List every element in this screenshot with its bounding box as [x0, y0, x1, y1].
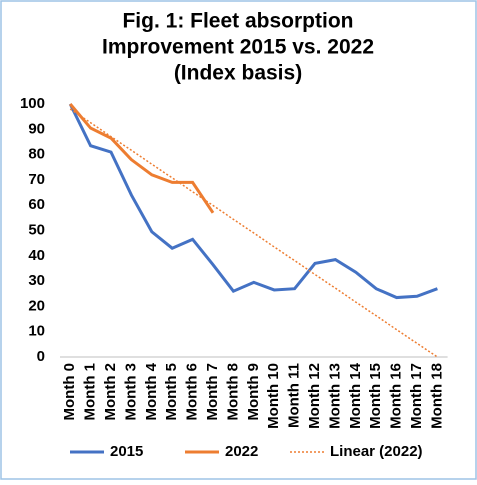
- y-tick-label: 10: [28, 323, 45, 340]
- y-tick-label: 60: [28, 196, 45, 213]
- x-tick-label: Month 13: [326, 363, 343, 429]
- legend-label: Linear (2022): [330, 443, 423, 460]
- legend-label: 2022: [225, 443, 258, 460]
- y-tick-label: 100: [20, 95, 45, 112]
- chart-title: Improvement 2015 vs. 2022: [102, 36, 374, 59]
- y-tick-label: 0: [37, 348, 45, 365]
- x-tick-label: Month 16: [388, 363, 405, 429]
- x-tick-label: Month 15: [367, 363, 384, 429]
- x-tick-label: Month 9: [245, 363, 262, 421]
- y-tick-label: 50: [28, 221, 45, 238]
- y-tick-label: 40: [28, 247, 45, 264]
- x-tick-label: Month 10: [265, 363, 282, 429]
- x-tick-label: Month 1: [82, 363, 99, 421]
- series-line: [68, 103, 438, 300]
- x-tick-label: Month 2: [102, 363, 119, 421]
- chart-title: (Index basis): [174, 62, 302, 85]
- x-tick-label: Month 17: [408, 363, 425, 429]
- x-tick-label: Month 8: [224, 363, 241, 421]
- x-tick-label: Month 5: [163, 363, 180, 421]
- x-tick-label: Month 18: [428, 363, 445, 429]
- y-tick-label: 80: [28, 146, 45, 163]
- chart-title: Fig. 1: Fleet absorption: [122, 10, 353, 33]
- x-tick-label: Month 11: [286, 363, 303, 428]
- y-tick-label: 70: [28, 171, 45, 188]
- x-tick-label: Month 6: [184, 363, 201, 421]
- series-line: [69, 103, 215, 214]
- x-tick-label: Month 3: [122, 363, 139, 421]
- y-tick-label: 30: [28, 272, 45, 289]
- x-tick-label: Month 7: [204, 363, 221, 421]
- y-tick-label: 90: [28, 120, 45, 137]
- x-tick-label: Month 0: [61, 363, 78, 421]
- x-tick-label: Month 12: [306, 363, 323, 429]
- trend-line: [69, 108, 438, 358]
- y-tick-label: 20: [28, 297, 45, 314]
- x-tick-label: Month 4: [143, 362, 160, 420]
- legend-label: 2015: [110, 443, 143, 460]
- x-tick-label: Month 14: [347, 362, 364, 428]
